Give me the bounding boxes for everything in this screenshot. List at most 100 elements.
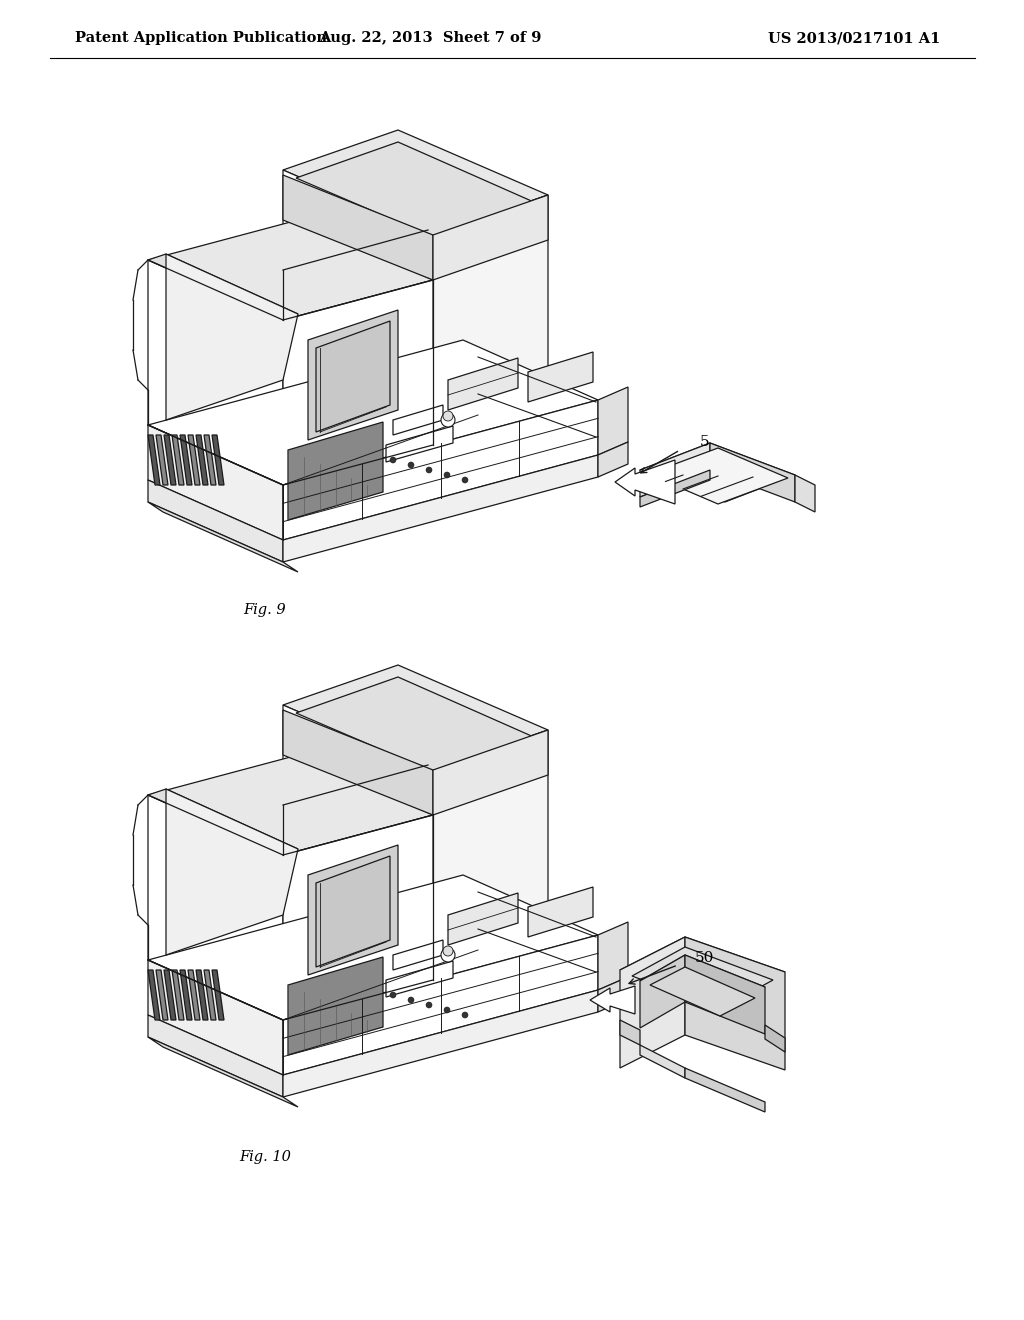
Polygon shape: [180, 970, 193, 1020]
Polygon shape: [283, 935, 598, 1074]
Polygon shape: [685, 1068, 765, 1111]
Polygon shape: [710, 444, 795, 502]
Polygon shape: [196, 436, 208, 484]
Polygon shape: [386, 961, 453, 997]
Circle shape: [443, 411, 453, 421]
Polygon shape: [283, 129, 548, 235]
Polygon shape: [433, 195, 548, 414]
Polygon shape: [180, 436, 193, 484]
Polygon shape: [685, 954, 765, 1034]
Polygon shape: [316, 321, 390, 432]
Polygon shape: [620, 937, 785, 1005]
Polygon shape: [188, 970, 200, 1020]
Polygon shape: [433, 730, 548, 814]
Circle shape: [390, 993, 396, 998]
Polygon shape: [615, 459, 675, 504]
Circle shape: [408, 462, 414, 469]
Polygon shape: [640, 954, 765, 1012]
Polygon shape: [172, 970, 184, 1020]
Polygon shape: [148, 789, 298, 855]
Polygon shape: [640, 1045, 685, 1078]
Polygon shape: [640, 954, 685, 1028]
Polygon shape: [598, 977, 628, 1012]
Polygon shape: [188, 436, 200, 484]
Polygon shape: [164, 436, 176, 484]
Circle shape: [426, 1002, 432, 1008]
Polygon shape: [148, 1038, 298, 1107]
Polygon shape: [283, 170, 433, 414]
Polygon shape: [283, 814, 433, 1020]
Polygon shape: [148, 220, 433, 319]
Polygon shape: [433, 730, 548, 950]
Polygon shape: [212, 970, 224, 1020]
Polygon shape: [196, 970, 208, 1020]
Polygon shape: [296, 677, 536, 774]
Polygon shape: [620, 937, 685, 1068]
Polygon shape: [148, 875, 598, 1020]
Polygon shape: [283, 176, 433, 280]
Polygon shape: [148, 795, 283, 1020]
Circle shape: [441, 413, 455, 426]
Polygon shape: [288, 957, 383, 1055]
Polygon shape: [393, 405, 443, 436]
Polygon shape: [650, 968, 755, 1016]
Polygon shape: [212, 436, 224, 484]
Polygon shape: [283, 710, 433, 814]
Polygon shape: [283, 990, 598, 1097]
Polygon shape: [765, 1026, 785, 1052]
Polygon shape: [795, 475, 815, 512]
Circle shape: [441, 948, 455, 962]
Polygon shape: [148, 253, 298, 319]
Polygon shape: [449, 894, 518, 945]
Polygon shape: [156, 970, 168, 1020]
Polygon shape: [316, 855, 390, 968]
Polygon shape: [148, 341, 598, 484]
Polygon shape: [648, 447, 788, 504]
Polygon shape: [685, 937, 785, 1071]
Circle shape: [408, 997, 414, 1003]
Polygon shape: [283, 280, 433, 484]
Polygon shape: [204, 436, 216, 484]
Polygon shape: [283, 665, 548, 770]
Circle shape: [444, 1007, 450, 1012]
Polygon shape: [640, 444, 710, 498]
Circle shape: [426, 467, 432, 473]
Polygon shape: [283, 400, 598, 540]
Polygon shape: [640, 470, 710, 507]
Polygon shape: [148, 425, 283, 540]
Polygon shape: [598, 921, 628, 990]
Text: 5: 5: [700, 436, 710, 449]
Polygon shape: [590, 986, 635, 1014]
Polygon shape: [148, 480, 283, 562]
Polygon shape: [148, 1015, 283, 1097]
Polygon shape: [296, 143, 536, 239]
Polygon shape: [620, 1020, 640, 1045]
Polygon shape: [148, 755, 433, 855]
Polygon shape: [148, 970, 160, 1020]
Polygon shape: [156, 436, 168, 484]
Polygon shape: [393, 940, 443, 970]
Circle shape: [462, 1012, 468, 1018]
Polygon shape: [148, 436, 160, 484]
Text: Patent Application Publication: Patent Application Publication: [75, 30, 327, 45]
Circle shape: [390, 457, 396, 463]
Polygon shape: [148, 260, 283, 484]
Polygon shape: [640, 444, 795, 502]
Polygon shape: [528, 352, 593, 403]
Polygon shape: [632, 946, 773, 1008]
Polygon shape: [204, 970, 216, 1020]
Polygon shape: [148, 960, 283, 1074]
Polygon shape: [288, 422, 383, 520]
Polygon shape: [449, 358, 518, 411]
Polygon shape: [433, 195, 548, 280]
Text: 50: 50: [695, 950, 715, 965]
Circle shape: [443, 946, 453, 956]
Polygon shape: [598, 387, 628, 455]
Polygon shape: [148, 502, 298, 572]
Polygon shape: [528, 887, 593, 937]
Circle shape: [444, 473, 450, 478]
Polygon shape: [598, 442, 628, 477]
Polygon shape: [308, 310, 398, 440]
Text: Aug. 22, 2013  Sheet 7 of 9: Aug. 22, 2013 Sheet 7 of 9: [318, 30, 542, 45]
Polygon shape: [166, 253, 298, 420]
